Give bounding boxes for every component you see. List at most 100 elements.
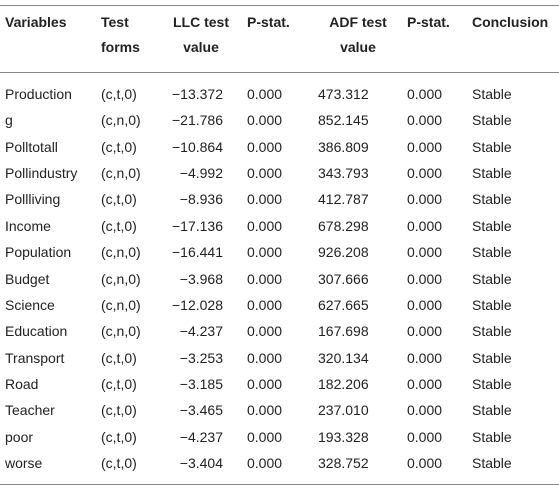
cell-value: 0.000 xyxy=(247,455,283,472)
cell-value: 320.134 xyxy=(318,349,369,366)
cell-value: (c,t,0) xyxy=(101,86,137,102)
header-rule xyxy=(0,72,559,73)
cell-value: 0.000 xyxy=(407,296,443,313)
cell-value: −3.185 xyxy=(179,375,223,392)
cell-value: Stable xyxy=(472,270,512,287)
cell-value: 0.000 xyxy=(247,428,283,445)
cell-value: Stable xyxy=(472,428,512,445)
row-label: Budget xyxy=(5,270,50,287)
cell-value: 343.793 xyxy=(318,165,369,182)
row-label: Income xyxy=(5,217,51,234)
cell-value: 0.000 xyxy=(247,138,283,155)
row-label: Science xyxy=(5,296,55,313)
cell-value: 0.000 xyxy=(407,244,443,261)
cell-value: 0.000 xyxy=(407,217,443,234)
cell-value: 0.000 xyxy=(407,375,443,392)
row-label: poor xyxy=(5,428,34,445)
cell-value: −16.441 xyxy=(172,244,223,261)
cell-value: Stable xyxy=(472,375,512,392)
row-label: Production xyxy=(5,86,72,102)
column-header: Variables xyxy=(5,14,67,30)
bottom-rule xyxy=(0,484,559,485)
cell-value: 182.206 xyxy=(318,375,369,392)
cell-value: Stable xyxy=(472,402,512,419)
cell-value: (c,n,0) xyxy=(101,296,141,313)
cell-value: 0.000 xyxy=(247,349,283,366)
cell-value: −21.786 xyxy=(172,112,223,129)
cell-value: −4.992 xyxy=(179,165,223,182)
cell-value: −12.028 xyxy=(172,296,223,313)
cell-value: 307.666 xyxy=(318,270,369,287)
cell-value: 0.000 xyxy=(247,244,283,261)
cell-value: Stable xyxy=(472,191,512,208)
cell-value: Stable xyxy=(472,455,512,472)
cell-value: 627.665 xyxy=(318,296,369,313)
cell-value: 0.000 xyxy=(407,402,443,419)
cell-value: 328.752 xyxy=(318,455,369,472)
cell-value: 0.000 xyxy=(407,455,443,472)
cell-value: (c,t,0) xyxy=(101,375,137,392)
column-header: LLC test value xyxy=(173,14,229,55)
cell-value: (c,t,0) xyxy=(101,402,137,419)
cell-value: −13.372 xyxy=(172,86,223,102)
cell-value: 0.000 xyxy=(247,270,283,287)
cell-value: 167.698 xyxy=(318,323,369,340)
cell-value: 0.000 xyxy=(407,270,443,287)
cell-value: Stable xyxy=(472,244,512,261)
cell-value: 0.000 xyxy=(407,165,443,182)
cell-value: (c,t,0) xyxy=(101,191,137,208)
cell-value: Stable xyxy=(472,112,512,129)
column-header: P-stat. xyxy=(247,14,290,30)
cell-value: −3.968 xyxy=(179,270,223,287)
cell-value: Stable xyxy=(472,165,512,182)
column-header: Conclusion xyxy=(472,14,549,30)
cell-value: 0.000 xyxy=(247,402,283,419)
top-rule xyxy=(0,5,559,6)
cell-value: (c,t,0) xyxy=(101,217,137,234)
cell-value: (c,n,0) xyxy=(101,270,141,287)
cell-value: 926.208 xyxy=(318,244,369,261)
cell-value: −4.237 xyxy=(179,323,223,340)
cell-value: 852.145 xyxy=(318,112,369,129)
cell-value: Stable xyxy=(472,86,512,102)
cell-value: (c,n,0) xyxy=(101,323,141,340)
cell-value: 0.000 xyxy=(247,191,283,208)
cell-value: 0.000 xyxy=(247,217,283,234)
cell-value: (c,t,0) xyxy=(101,138,137,155)
cell-value: 0.000 xyxy=(247,323,283,340)
cell-value: 237.010 xyxy=(318,402,369,419)
cell-value: 678.298 xyxy=(318,217,369,234)
cell-value: 386.809 xyxy=(318,138,369,155)
cell-value: 0.000 xyxy=(407,428,443,445)
cell-value: Stable xyxy=(472,138,512,155)
column-header: Test forms xyxy=(101,14,140,55)
row-label: Pollindustry xyxy=(5,165,78,182)
cell-value: Stable xyxy=(472,217,512,234)
cell-value: −4.237 xyxy=(179,428,223,445)
cell-value: 0.000 xyxy=(407,323,443,340)
cell-value: 0.000 xyxy=(247,112,283,129)
cell-value: Stable xyxy=(472,323,512,340)
cell-value: −3.404 xyxy=(179,455,223,472)
cell-value: 193.328 xyxy=(318,428,369,445)
cell-value: 0.000 xyxy=(247,86,283,102)
cell-value: 0.000 xyxy=(247,375,283,392)
cell-value: −17.136 xyxy=(172,217,223,234)
row-label: Transport xyxy=(5,349,65,366)
cell-value: 0.000 xyxy=(247,296,283,313)
row-label: Pollliving xyxy=(5,191,61,208)
cell-value: −3.253 xyxy=(179,349,223,366)
row-label: Population xyxy=(5,244,72,261)
row-label: g xyxy=(5,112,13,129)
row-label: Education xyxy=(5,323,68,340)
cell-value: 473.312 xyxy=(318,86,369,102)
row-label: worse xyxy=(5,455,43,472)
cell-value: 0.000 xyxy=(407,191,443,208)
row-label: Teacher xyxy=(5,402,55,419)
cell-value: −8.936 xyxy=(179,191,223,208)
cell-value: Stable xyxy=(472,349,512,366)
cell-value: (c,n,0) xyxy=(101,112,141,129)
cell-value: −3.465 xyxy=(179,402,223,419)
cell-value: 0.000 xyxy=(407,112,443,129)
